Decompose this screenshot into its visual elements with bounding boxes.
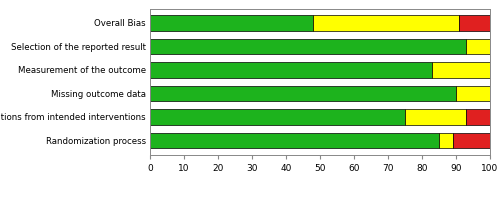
Bar xyxy=(452,133,490,148)
Bar xyxy=(405,109,466,125)
Bar xyxy=(150,86,456,101)
Bar xyxy=(150,109,405,125)
Bar xyxy=(456,86,490,101)
Bar xyxy=(313,15,460,31)
Bar xyxy=(432,62,490,78)
Bar xyxy=(150,15,313,31)
Bar xyxy=(460,15,490,31)
Bar xyxy=(466,39,490,54)
Bar xyxy=(150,133,439,148)
Bar xyxy=(150,62,432,78)
Bar xyxy=(439,133,452,148)
Bar xyxy=(150,39,466,54)
Bar xyxy=(466,109,490,125)
